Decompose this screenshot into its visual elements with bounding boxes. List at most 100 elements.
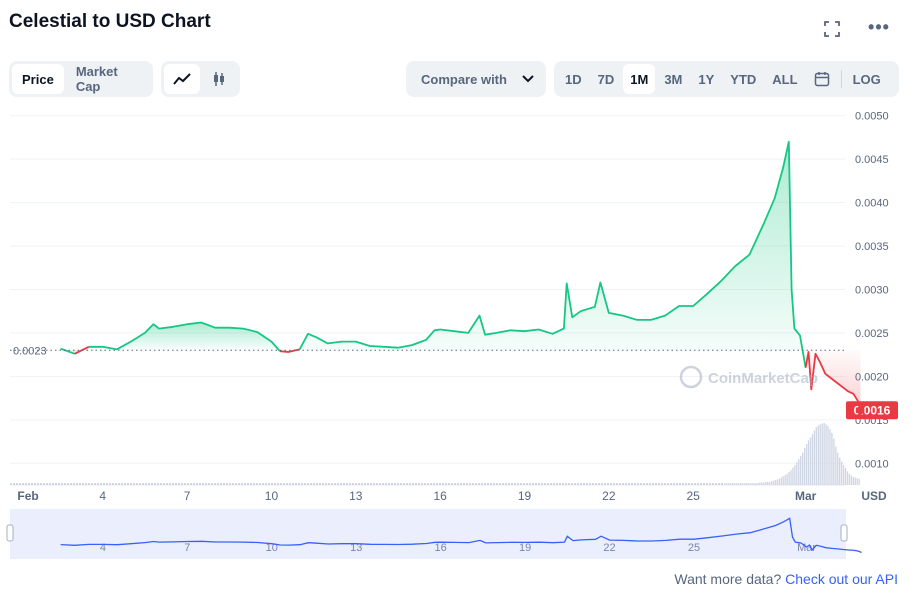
volume-bar	[721, 483, 723, 485]
volume-bar	[535, 483, 537, 485]
range-ytd[interactable]: YTD	[730, 71, 757, 87]
price-line-down	[74, 345, 90, 355]
calendar-icon[interactable]	[807, 64, 837, 94]
volume-bar	[115, 483, 117, 485]
navigator-line	[60, 517, 862, 554]
volume-bar	[466, 483, 468, 485]
volume-bar	[652, 483, 654, 485]
volume-bar	[751, 483, 753, 485]
volume-bar	[825, 424, 827, 485]
volume-bar	[394, 483, 396, 485]
volume-bar	[367, 483, 369, 485]
volume-bar	[664, 483, 666, 485]
volume-bar	[712, 483, 714, 485]
volume-bar	[562, 483, 564, 485]
api-promo-prefix: Want more data?	[674, 571, 782, 587]
volume-bar	[780, 477, 782, 485]
y-tick-label: 0.0050	[855, 111, 889, 123]
volume-bar	[55, 483, 57, 485]
volume-bar	[46, 483, 48, 485]
volume-bar	[454, 483, 456, 485]
volume-bar	[391, 483, 393, 485]
price-line-down	[804, 351, 862, 411]
candlestick-icon[interactable]	[202, 64, 238, 94]
log-scale-button[interactable]: LOG	[852, 71, 881, 87]
volume-bar	[523, 483, 525, 485]
volume-bar	[541, 483, 543, 485]
price-area-down	[805, 350, 861, 411]
line-chart-icon[interactable]	[164, 64, 200, 94]
volume-bar	[739, 483, 742, 485]
volume-bar	[289, 483, 291, 485]
volume-bar	[749, 483, 751, 485]
volume-bar	[223, 483, 225, 485]
range-all[interactable]: ALL	[772, 71, 798, 87]
volume-bar	[157, 483, 159, 485]
volume-bar	[64, 483, 66, 485]
price-tab[interactable]: Price	[12, 64, 64, 94]
volume-bar	[193, 483, 195, 485]
volume-bar	[842, 465, 845, 485]
volume-bar	[463, 483, 465, 485]
current-price-tag: 0.0016	[846, 401, 898, 420]
range-1d[interactable]: 1D	[565, 71, 582, 87]
volume-bar	[22, 483, 24, 485]
current-price-box	[846, 401, 898, 420]
volume-bar	[616, 483, 618, 485]
volume-bar	[737, 483, 740, 485]
volume-bar	[505, 483, 507, 485]
volume-bar	[595, 483, 597, 485]
volume-bar	[43, 483, 45, 485]
volume-bar	[598, 483, 600, 485]
compare-with-dropdown[interactable]: Compare with	[406, 61, 546, 97]
expand-icon[interactable]	[821, 18, 843, 40]
volume-bar	[151, 483, 153, 485]
volume-bar	[265, 483, 267, 485]
volume-bar	[106, 483, 108, 485]
volume-bar	[262, 483, 264, 485]
range-1m[interactable]: 1M	[623, 64, 656, 94]
volume-bar	[109, 483, 111, 485]
range-navigator[interactable]: 4 7 10 13 16 19 22 25 Mar	[6, 509, 862, 559]
price-area-up	[88, 322, 280, 352]
volume-bar	[160, 483, 162, 485]
navigator-tick-label: 13	[350, 542, 362, 554]
market-cap-tab[interactable]: Market Cap	[75, 64, 118, 94]
current-price-dot	[856, 406, 865, 415]
range-3m[interactable]: 3M	[664, 71, 683, 87]
volume-bar	[124, 483, 126, 485]
navigator-window	[10, 509, 846, 559]
volume-bar	[667, 483, 669, 485]
volume-bar	[16, 483, 18, 485]
volume-bar	[163, 483, 165, 485]
volume-bar	[520, 483, 522, 485]
volume-bar	[85, 483, 87, 485]
x-tick-label: 13	[349, 489, 363, 503]
volume-bar	[82, 483, 84, 485]
volume-bar	[622, 483, 624, 485]
volume-bar	[827, 426, 829, 485]
volume-bar	[813, 430, 816, 485]
volume-bar	[196, 483, 198, 485]
volume-bar	[346, 483, 348, 485]
volume-bar	[283, 483, 285, 485]
navigator-tick-label: 25	[688, 542, 700, 554]
navigator-tick-label: 19	[519, 542, 531, 554]
price-chart[interactable]: CoinMarketCap 0.00100.00150.00200.00250.…	[0, 0, 916, 565]
navigator-tick-label: Mar	[797, 542, 816, 554]
volume-bar	[577, 483, 579, 485]
volume-bar	[397, 483, 399, 485]
volume-bar	[821, 423, 823, 485]
volume-bar	[25, 483, 27, 485]
range-1y[interactable]: 1Y	[698, 71, 715, 87]
more-dots-icon[interactable]: •••	[868, 16, 890, 37]
range-7d[interactable]: 7D	[597, 71, 615, 87]
volume-bar	[718, 483, 720, 485]
volume-bar	[316, 483, 318, 485]
volume-bar	[788, 471, 790, 485]
volume-bar	[136, 483, 138, 485]
price-line-up	[60, 347, 76, 355]
volume-bar	[181, 483, 183, 485]
volume-bar	[565, 483, 567, 485]
api-link[interactable]: Check out our API	[785, 571, 898, 587]
